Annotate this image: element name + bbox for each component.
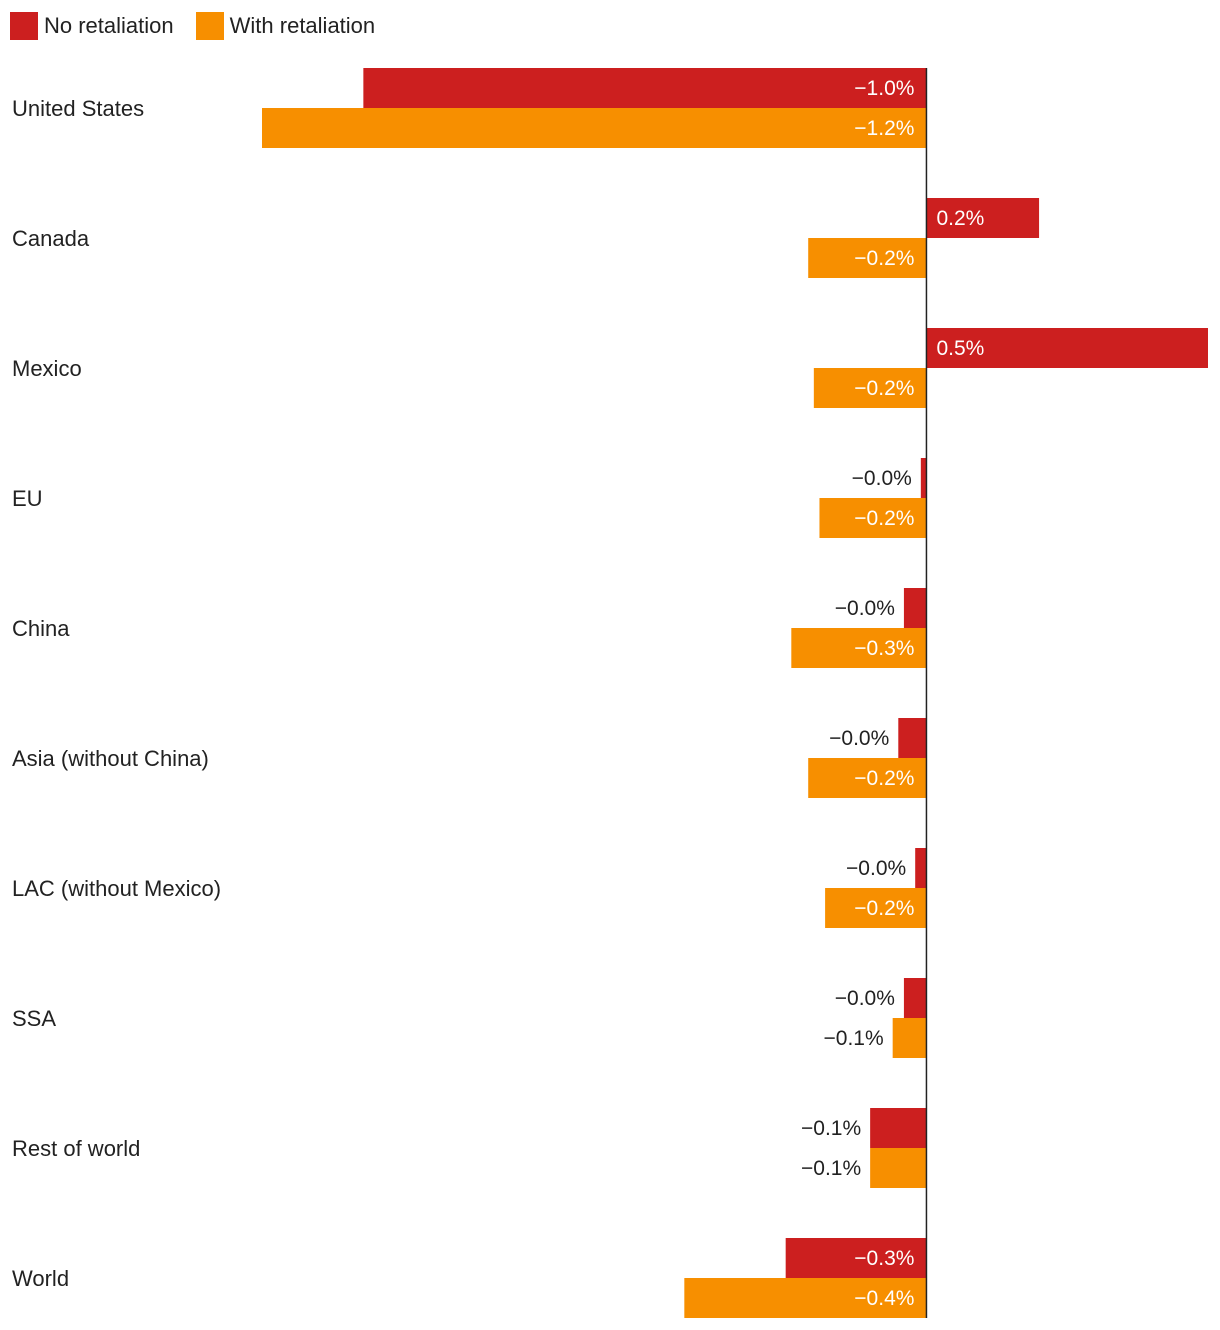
bar-with-retaliation-united-states	[262, 108, 927, 148]
value-label-no-retaliation-mexico: 0.5%	[936, 337, 984, 360]
legend-swatch-no-retaliation	[10, 12, 38, 40]
legend-label-no-retaliation: No retaliation	[44, 13, 174, 38]
bar-with-retaliation-canada	[808, 238, 927, 278]
legend-item-no-retaliation[interactable]: No retaliation	[10, 12, 174, 40]
bar-no-retaliation-asia-without-china	[898, 718, 927, 758]
category-label-eu: EU	[12, 486, 43, 511]
value-label-no-retaliation-lac-without-mexico: −0.0%	[846, 857, 906, 880]
value-label-with-retaliation-eu: −0.2%	[854, 507, 914, 530]
bar-with-retaliation-mexico	[813, 368, 927, 408]
category-label-china: China	[12, 616, 70, 641]
bar-with-retaliation-ssa	[892, 1018, 927, 1058]
bar-no-retaliation-eu	[920, 458, 927, 498]
legend-label-with-retaliation: With retaliation	[229, 13, 376, 38]
value-label-no-retaliation-canada: 0.2%	[936, 207, 984, 230]
value-label-no-retaliation-china: −0.0%	[835, 597, 895, 620]
category-label-united-states: United States	[12, 96, 144, 121]
value-label-no-retaliation-united-states: −1.0%	[854, 77, 914, 100]
legend-item-with-retaliation[interactable]: With retaliation	[195, 12, 376, 40]
value-label-no-retaliation-ssa: −0.0%	[835, 987, 895, 1010]
bar-with-retaliation-eu	[819, 498, 927, 538]
value-label-with-retaliation-world: −0.4%	[854, 1287, 914, 1310]
bar-with-retaliation-china	[791, 628, 927, 668]
category-label-lac-without-mexico: LAC (without Mexico)	[12, 876, 221, 901]
bar-no-retaliation-mexico	[926, 328, 1208, 368]
bar-no-retaliation-united-states	[363, 68, 927, 108]
bar-no-retaliation-lac-without-mexico	[915, 848, 927, 888]
legend-swatch-with-retaliation	[195, 12, 224, 40]
category-label-canada: Canada	[12, 226, 90, 251]
bar-with-retaliation-asia-without-china	[808, 758, 927, 798]
bar-with-retaliation-world	[684, 1278, 927, 1318]
value-label-with-retaliation-rest-of-world: −0.1%	[801, 1157, 861, 1180]
bar-no-retaliation-rest-of-world	[870, 1108, 927, 1148]
value-label-no-retaliation-rest-of-world: −0.1%	[801, 1117, 861, 1140]
value-label-no-retaliation-world: −0.3%	[854, 1247, 914, 1270]
bar-with-retaliation-lac-without-mexico	[825, 888, 927, 928]
category-label-asia-without-china: Asia (without China)	[12, 746, 209, 771]
value-label-no-retaliation-asia-without-china: −0.0%	[829, 727, 889, 750]
bar-with-retaliation-rest-of-world	[870, 1148, 927, 1188]
bar-no-retaliation-china	[903, 588, 927, 628]
bar-no-retaliation-world	[785, 1238, 927, 1278]
value-label-no-retaliation-eu: −0.0%	[852, 467, 912, 490]
bar-no-retaliation-canada	[926, 198, 1040, 238]
value-label-with-retaliation-united-states: −1.2%	[854, 117, 914, 140]
legend: No retaliation With retaliation	[10, 10, 397, 42]
category-label-ssa: SSA	[12, 1006, 56, 1031]
value-label-with-retaliation-mexico: −0.2%	[854, 377, 914, 400]
value-label-with-retaliation-ssa: −0.1%	[824, 1027, 884, 1050]
value-label-with-retaliation-lac-without-mexico: −0.2%	[854, 897, 914, 920]
value-label-with-retaliation-china: −0.3%	[854, 637, 914, 660]
category-label-world: World	[12, 1266, 69, 1291]
category-label-mexico: Mexico	[12, 356, 82, 381]
bar-no-retaliation-ssa	[903, 978, 927, 1018]
category-label-rest-of-world: Rest of world	[12, 1136, 140, 1161]
value-label-with-retaliation-asia-without-china: −0.2%	[854, 767, 914, 790]
value-label-with-retaliation-canada: −0.2%	[854, 247, 914, 270]
